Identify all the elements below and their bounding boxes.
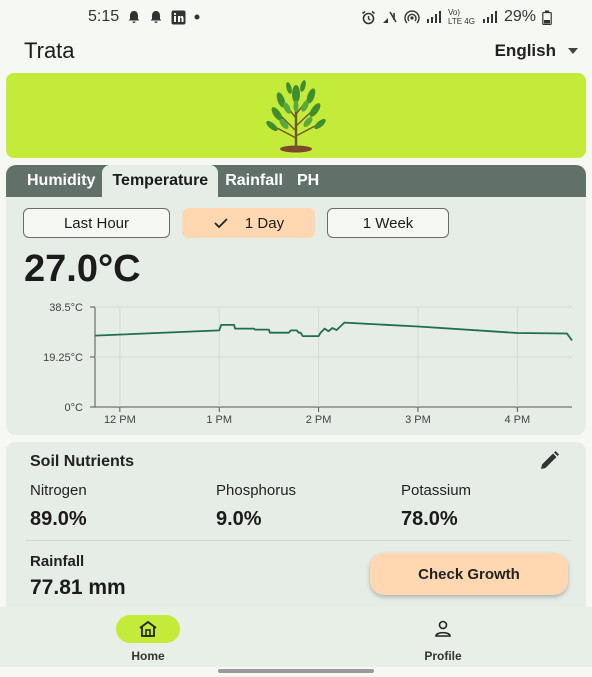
nav-home-indicator <box>116 615 180 643</box>
tab-rainfall[interactable]: Rainfall <box>225 172 283 189</box>
nutrient-nitrogen: Nitrogen 89.0% <box>30 482 87 531</box>
range-label: Last Hour <box>63 214 130 232</box>
y-tick-label: 38.5°C <box>49 302 83 314</box>
app-bar: Trata English <box>0 34 592 68</box>
soil-nutrients-card: Soil Nutrients Nitrogen 89.0% Phosphorus… <box>6 442 586 607</box>
notification-bell-icon <box>128 11 140 23</box>
nav-profile[interactable]: Profile <box>383 615 503 663</box>
rainfall-value: 77.81 mm <box>30 576 126 599</box>
alarm-icon <box>362 10 375 24</box>
sensor-tabs: Humidity Temperature Rainfall PH <box>6 165 586 197</box>
nutrient-label: Phosphorus <box>216 482 297 499</box>
chart-grid <box>94 306 572 408</box>
edit-nutrients-button[interactable] <box>536 448 562 474</box>
network-off-icon <box>382 11 397 23</box>
home-icon <box>139 620 157 637</box>
gesture-bar <box>218 669 374 673</box>
nutrient-value: 9.0% <box>216 508 262 530</box>
temperature-series-line <box>94 321 573 342</box>
time-range-selector: Last Hour 1 Day 1 Week <box>23 208 449 238</box>
notification-bell-icon <box>150 11 162 23</box>
current-temperature: 27.0°C <box>24 248 141 290</box>
range-last-hour-button[interactable]: Last Hour <box>23 208 170 238</box>
y-tick-label: 19.25°C <box>43 352 83 364</box>
nutrient-label: Nitrogen <box>30 482 87 499</box>
tab-temperature[interactable]: Temperature <box>102 165 219 197</box>
status-time: 5:15 <box>88 8 120 25</box>
nav-profile-indicator <box>411 615 475 643</box>
x-tick-label: 12 PM <box>104 414 136 426</box>
chart-y-ticks: 38.5°C 19.25°C 0°C <box>43 302 95 414</box>
language-dropdown[interactable]: English <box>495 41 578 61</box>
range-1-day-button[interactable]: 1 Day <box>182 208 315 238</box>
linkedin-icon <box>171 10 186 24</box>
battery-icon <box>542 10 552 25</box>
signal-icon <box>426 11 441 23</box>
check-growth-button[interactable]: Check Growth <box>370 553 568 595</box>
bottom-navigation: Home Profile <box>0 607 592 667</box>
chart-series <box>94 321 573 342</box>
y-tick-label: 0°C <box>65 402 84 414</box>
x-tick-label: 1 PM <box>206 414 232 426</box>
tab-ph[interactable]: PH <box>296 172 320 189</box>
status-bar: 5:15 Vo) LTE 4G 29% <box>0 0 592 34</box>
nutrient-potassium: Potassium 78.0% <box>401 482 471 531</box>
divider <box>26 540 571 541</box>
chart-x-ticks: 12 PM 1 PM 2 PM 3 PM 4 PM <box>104 407 530 426</box>
language-label: English <box>494 41 556 60</box>
nutrient-label: Potassium <box>401 482 472 499</box>
nav-profile-label: Profile <box>424 649 462 663</box>
chevron-down-icon <box>568 48 578 54</box>
battery-percentage: 29% <box>503 8 536 25</box>
network-type: Vo) LTE 4G <box>447 8 475 26</box>
nutrient-phosphorus: Phosphorus 9.0% <box>216 482 296 531</box>
rainfall-label: Rainfall <box>30 553 85 570</box>
nutrient-value: 89.0% <box>30 508 87 530</box>
soil-nutrients-title: Soil Nutrients <box>30 453 135 470</box>
range-label: 1 Day <box>244 214 285 232</box>
status-left: 5:15 <box>88 8 200 26</box>
pencil-icon <box>541 451 559 469</box>
app-title: Trata <box>24 38 75 63</box>
signal-icon <box>482 11 497 23</box>
nutrient-value: 78.0% <box>401 508 458 530</box>
sensor-card: Humidity Temperature Rainfall PH Last Ho… <box>6 165 586 435</box>
person-icon <box>435 620 451 637</box>
range-label: 1 Week <box>362 214 414 232</box>
x-tick-label: 4 PM <box>505 414 531 426</box>
x-tick-label: 2 PM <box>306 414 332 426</box>
check-icon <box>214 218 228 229</box>
nav-home-label: Home <box>131 649 165 663</box>
plant-icon <box>266 79 326 152</box>
plant-banner <box>6 73 586 158</box>
nav-home[interactable]: Home <box>88 615 208 663</box>
dot-icon <box>194 14 200 20</box>
tab-humidity[interactable]: Humidity <box>27 172 96 189</box>
range-1-week-button[interactable]: 1 Week <box>327 208 449 238</box>
temperature-chart: 38.5°C 19.25°C 0°C 12 PM 1 PM 2 PM 3 PM 4 PM <box>43 302 573 426</box>
hotspot-icon <box>404 10 420 24</box>
status-right: Vo) LTE 4G 29% <box>361 8 552 26</box>
x-tick-label: 3 PM <box>405 414 431 426</box>
